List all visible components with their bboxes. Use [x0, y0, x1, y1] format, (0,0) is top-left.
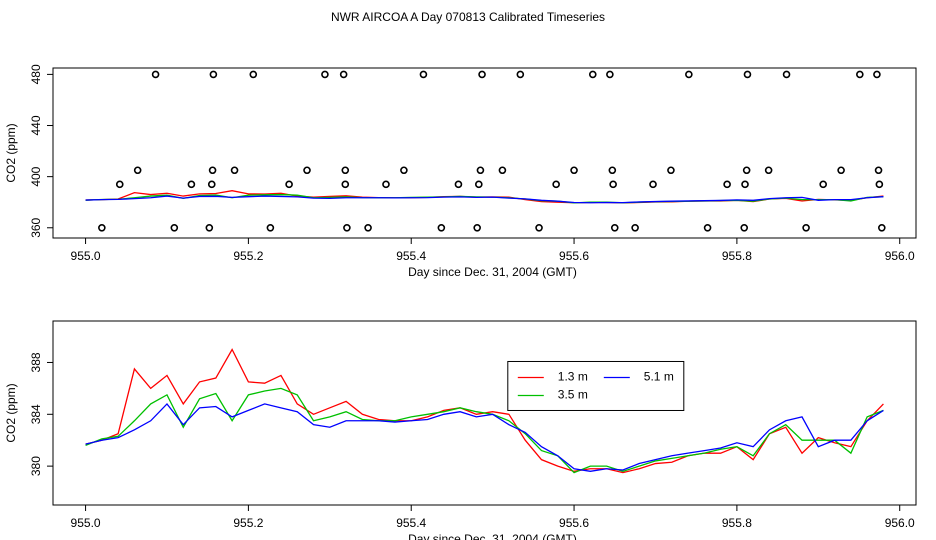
x-tick-label: 955.0	[71, 249, 101, 263]
figure-title: NWR AIRCOA A Day 070813 Calibrated Times…	[331, 10, 605, 24]
marker-point	[764, 166, 773, 175]
marker-point	[874, 166, 883, 175]
marker-point	[873, 70, 881, 79]
marker-point	[208, 166, 217, 175]
marker-point	[343, 223, 351, 232]
marker-point	[133, 166, 142, 175]
y-tick-label: 440	[29, 115, 43, 135]
x-tick-label: 955.6	[559, 249, 589, 263]
marker-point	[802, 223, 810, 232]
marker-point	[339, 70, 348, 79]
marker-point	[878, 223, 886, 232]
marker-point	[115, 180, 124, 189]
y-tick-label: 360	[29, 217, 43, 237]
x-tick-label: 955.2	[233, 249, 263, 263]
plot-frame	[52, 67, 917, 239]
marker-point	[230, 166, 239, 175]
marker-point	[454, 180, 463, 189]
y-tick-label: 400	[29, 166, 43, 186]
y-axis-label: CO2 (ppm)	[4, 123, 18, 182]
y-tick-label: 380	[29, 456, 43, 476]
marker-point	[341, 180, 350, 189]
marker-point	[475, 180, 483, 189]
marker-point	[285, 180, 293, 189]
marker-point	[151, 70, 160, 79]
marker-point	[570, 166, 578, 175]
marker-point	[341, 166, 350, 175]
marker-point	[703, 223, 712, 232]
x-tick-label: 955.8	[722, 516, 752, 530]
legend-label: 3.5 m	[558, 388, 588, 402]
y-tick-label: 480	[29, 64, 43, 84]
x-tick-label: 955.8	[722, 249, 752, 263]
marker-point	[207, 180, 216, 189]
marker-point	[856, 70, 864, 79]
marker-point	[875, 180, 884, 189]
marker-point	[723, 180, 731, 189]
marker-point	[364, 223, 372, 232]
series-line	[85, 195, 884, 204]
legend-box	[507, 360, 685, 411]
legend-label: 5.1 m	[644, 370, 674, 384]
marker-point	[631, 223, 639, 232]
marker-point	[170, 223, 179, 232]
marker-point	[819, 180, 827, 189]
series-line	[85, 402, 884, 472]
marker-point	[552, 180, 560, 189]
x-tick-label: 955.0	[71, 516, 101, 530]
marker-point	[837, 166, 845, 175]
x-tick-label: 955.2	[233, 516, 263, 530]
marker-point	[209, 70, 218, 79]
marker-point	[400, 166, 408, 175]
marker-point	[187, 180, 196, 189]
series-line	[85, 387, 884, 474]
marker-point	[249, 70, 258, 79]
marker-point	[476, 166, 485, 175]
marker-point	[321, 70, 329, 79]
marker-point	[606, 70, 614, 79]
marker-point	[588, 70, 597, 79]
legend-label: 1.3 m	[558, 370, 588, 384]
marker-point	[205, 223, 214, 232]
marker-point	[685, 70, 693, 79]
marker-point	[478, 70, 486, 79]
x-tick-label: 955.4	[396, 516, 426, 530]
marker-point	[743, 70, 752, 79]
marker-point	[740, 223, 749, 232]
marker-point	[782, 70, 791, 79]
marker-point	[303, 166, 311, 175]
marker-point	[649, 180, 657, 189]
marker-point	[498, 166, 507, 175]
marker-point	[382, 180, 390, 189]
x-tick-label: 956.0	[885, 249, 915, 263]
x-axis-label: Day since Dec. 31, 2004 (GMT)	[408, 532, 577, 540]
marker-point	[741, 180, 749, 189]
marker-point	[667, 166, 675, 175]
marker-point	[535, 223, 543, 232]
marker-point	[609, 180, 617, 189]
marker-point	[437, 223, 446, 232]
y-axis-label: CO2 (ppm)	[4, 383, 18, 442]
marker-point	[266, 223, 275, 232]
x-tick-label: 955.4	[396, 249, 426, 263]
marker-point	[608, 166, 617, 175]
x-tick-label: 956.0	[885, 516, 915, 530]
marker-point	[610, 223, 619, 232]
plot-frame	[52, 320, 917, 506]
marker-point	[419, 70, 428, 79]
x-tick-label: 955.6	[559, 516, 589, 530]
marker-point	[742, 166, 751, 175]
series-line	[85, 348, 884, 474]
marker-point	[516, 70, 525, 79]
x-axis-label: Day since Dec. 31, 2004 (GMT)	[408, 265, 577, 279]
marker-point	[473, 223, 481, 232]
y-tick-label: 388	[29, 352, 43, 372]
y-tick-label: 384	[29, 404, 43, 424]
marker-point	[98, 223, 106, 232]
